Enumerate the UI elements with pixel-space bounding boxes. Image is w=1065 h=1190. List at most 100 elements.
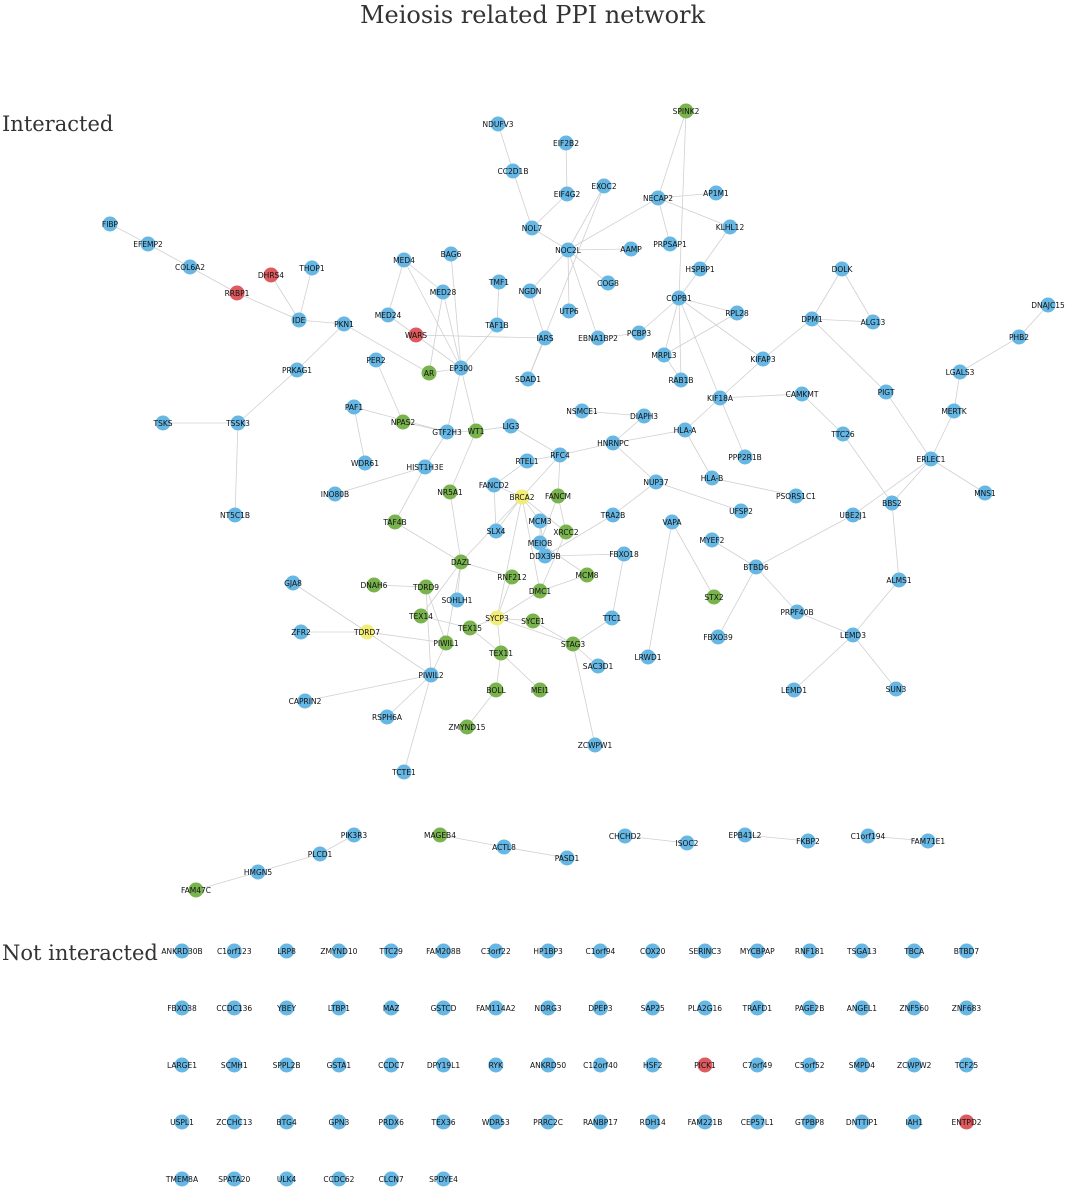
node-circle [645,943,661,959]
node-circle [226,1057,242,1073]
node-prpf40b: PRPF40B [780,604,814,620]
network-edge [237,369,298,424]
node-label: NR5A1 [437,488,463,497]
node-label: TTC29 [379,947,404,956]
network-edge [671,521,715,598]
node-label: GSTCD [431,1004,457,1013]
node-layer: SPINK2 NDUFV3 EIF2B2 CC2D1B EXOC2 EIF4G2 NECAP… [102,103,1065,1187]
node-dpm1: DPM1 [801,311,823,327]
node-label: EPB41L2 [729,831,762,840]
node-circle [722,219,738,235]
node-label: WDR53 [482,1118,510,1127]
node-dnttip1: DNTTIP1 [846,1114,878,1130]
node-label: SAP25 [641,1004,665,1013]
node-label: SOHLH1 [442,596,473,605]
node-ar: AR [421,365,437,381]
node-hsf2: HSF2 [643,1057,663,1073]
node-mei1: MEI1 [531,682,549,698]
network-edge [442,291,462,369]
node-label: ERLEC1 [917,455,946,464]
node-label: WT1 [468,427,485,436]
node-label: CCDC62 [323,1175,354,1184]
node-label: NOC2L [555,246,582,255]
node-circle [749,1000,765,1016]
node-label: ACTL8 [492,843,516,852]
node-ankrd50: ANKRD50 [530,1057,566,1073]
node-dhrs4: DHRS4 [258,267,284,283]
node-actl8: ACTL8 [492,839,516,855]
node-circle [946,403,962,419]
node-tsga13: TSGA13 [846,943,877,959]
node-tsks: TSKS [152,415,173,431]
node-label: PASD1 [555,854,580,863]
node-label: TSKS [152,419,172,428]
node-circle [174,1000,190,1016]
node-label: SUN3 [886,685,907,694]
node-label: SCMH1 [221,1061,248,1070]
node-circle [226,1000,242,1016]
node-circle [737,827,753,843]
network-edge [298,319,345,325]
node-circle [662,236,678,252]
node-label: BRCA2 [509,493,534,502]
node-circle [906,1114,922,1130]
network-edge [439,834,505,848]
node-ep300: EP300 [449,360,473,376]
node-circle [558,135,574,151]
node-label: GPN3 [329,1118,350,1127]
node-circle [800,833,816,849]
node-circle [558,524,574,540]
node-label: LGALS3 [946,368,975,377]
node-scmh1: SCMH1 [221,1057,248,1073]
node-ufsp2: UFSP2 [729,503,753,519]
node-lemd3: LEMD3 [840,627,866,643]
node-circle [336,316,352,332]
node-paf1: PAF1 [345,399,363,415]
node-circle [442,484,458,500]
network-edge [529,249,569,292]
node-circle [749,1057,765,1073]
node-label: DAZL [451,558,472,567]
node-circle [537,548,553,564]
node-label: ZCWPW2 [897,1061,932,1070]
network-edge [195,871,259,891]
network-edge [930,410,955,460]
node-label: GTF2H3 [432,428,462,437]
network-edge [657,192,717,199]
network-edge [521,496,541,592]
network-edge [460,561,513,578]
node-label: ZMYND15 [448,723,485,732]
node-circle [550,488,566,504]
node-label: LARGE1 [167,1061,197,1070]
node-label: CAPRIN2 [289,697,322,706]
node-label: MED24 [375,311,402,320]
node-label: PIWIL2 [418,671,444,680]
node-circle [436,1114,451,1130]
node-circle [489,610,505,626]
network-edge [334,466,426,495]
node-label: HP1BP3 [533,947,563,956]
network-edge [420,615,471,629]
node-circle [704,532,720,548]
node-circle [331,1114,347,1130]
node-label: KIF18A [707,394,734,403]
node-spdye4: SPDYE4 [429,1171,458,1187]
node-label: KIFAP3 [750,355,775,364]
node-ltbp1: LTBP1 [328,1000,350,1016]
node-circle [396,764,412,780]
node-zcwpw1: ZCWPW1 [578,737,612,753]
node-diaph3: DIAPH3 [630,408,658,424]
node-circle [645,1057,661,1073]
network-edge [539,542,588,576]
node-label: FIBP [102,220,119,229]
network-edge [559,442,614,456]
network-edge [717,566,757,638]
network-edge [460,367,477,432]
node-circle [488,1000,504,1016]
node-label: DOLK [832,265,854,274]
node-label: TTC1 [602,614,622,623]
node-label: ISOC2 [676,839,699,848]
network-edge [544,553,625,557]
node-label: MCM3 [529,517,552,526]
node-circle [552,447,568,463]
